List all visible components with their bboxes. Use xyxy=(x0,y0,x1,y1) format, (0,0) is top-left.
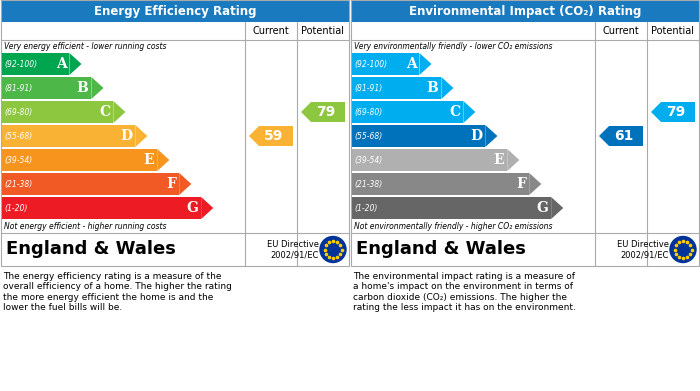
Text: (39-54): (39-54) xyxy=(354,156,382,165)
Text: Very environmentally friendly - lower CO₂ emissions: Very environmentally friendly - lower CO… xyxy=(354,42,552,51)
Text: C: C xyxy=(449,105,461,119)
Polygon shape xyxy=(201,197,214,219)
Text: (69-80): (69-80) xyxy=(4,108,32,117)
Text: EU Directive
2002/91/EC: EU Directive 2002/91/EC xyxy=(617,240,669,259)
Text: The energy efficiency rating is a measure of the
overall efficiency of a home. T: The energy efficiency rating is a measur… xyxy=(3,272,232,312)
Circle shape xyxy=(320,237,346,262)
Bar xyxy=(351,53,419,75)
Bar xyxy=(1,0,349,266)
Text: D: D xyxy=(470,129,482,143)
Text: F: F xyxy=(517,177,526,191)
Text: G: G xyxy=(186,201,198,215)
Text: E: E xyxy=(144,153,154,167)
Bar xyxy=(1,197,201,219)
Bar xyxy=(351,22,699,40)
Text: Potential: Potential xyxy=(302,26,344,36)
Text: A: A xyxy=(406,57,416,71)
Text: EU Directive
2002/91/EC: EU Directive 2002/91/EC xyxy=(267,240,319,259)
Text: (92-100): (92-100) xyxy=(354,59,387,68)
Polygon shape xyxy=(419,53,431,75)
Text: C: C xyxy=(99,105,111,119)
Text: Energy Efficiency Rating: Energy Efficiency Rating xyxy=(94,5,256,18)
Text: B: B xyxy=(426,81,438,95)
Text: England & Wales: England & Wales xyxy=(356,240,526,258)
Bar xyxy=(1,77,92,99)
Text: (55-68): (55-68) xyxy=(4,131,32,140)
Polygon shape xyxy=(135,125,148,147)
Polygon shape xyxy=(69,53,81,75)
Bar xyxy=(1,149,158,171)
Text: (1-20): (1-20) xyxy=(4,203,27,212)
Text: E: E xyxy=(494,153,504,167)
Text: G: G xyxy=(536,201,548,215)
Bar xyxy=(1,101,113,123)
Text: (1-20): (1-20) xyxy=(354,203,377,212)
Text: (81-91): (81-91) xyxy=(354,84,382,93)
Text: England & Wales: England & Wales xyxy=(6,240,176,258)
Text: The environmental impact rating is a measure of
a home's impact on the environme: The environmental impact rating is a mea… xyxy=(353,272,576,312)
Text: (55-68): (55-68) xyxy=(354,131,382,140)
Polygon shape xyxy=(301,102,345,122)
Bar xyxy=(351,77,442,99)
Bar xyxy=(1,22,349,40)
Polygon shape xyxy=(463,101,475,123)
Text: (21-38): (21-38) xyxy=(354,179,382,188)
Text: Current: Current xyxy=(253,26,289,36)
Text: (92-100): (92-100) xyxy=(4,59,37,68)
Polygon shape xyxy=(508,149,519,171)
Circle shape xyxy=(670,237,696,262)
Bar xyxy=(1,0,349,22)
Text: 79: 79 xyxy=(316,105,335,119)
Bar xyxy=(1,125,135,147)
Text: Not environmentally friendly - higher CO₂ emissions: Not environmentally friendly - higher CO… xyxy=(354,222,552,231)
Bar xyxy=(351,125,485,147)
Polygon shape xyxy=(599,126,643,146)
Bar xyxy=(1,173,179,195)
Text: (21-38): (21-38) xyxy=(4,179,32,188)
Text: F: F xyxy=(167,177,176,191)
Text: Current: Current xyxy=(603,26,639,36)
Text: 61: 61 xyxy=(615,129,634,143)
Text: (69-80): (69-80) xyxy=(354,108,382,117)
Bar xyxy=(351,0,699,266)
Polygon shape xyxy=(158,149,169,171)
Text: 79: 79 xyxy=(666,105,685,119)
Bar xyxy=(351,173,529,195)
Text: Potential: Potential xyxy=(652,26,694,36)
Polygon shape xyxy=(113,101,125,123)
Polygon shape xyxy=(651,102,695,122)
Text: 59: 59 xyxy=(265,129,284,143)
Bar xyxy=(351,0,699,22)
Text: (39-54): (39-54) xyxy=(4,156,32,165)
Polygon shape xyxy=(551,197,564,219)
Polygon shape xyxy=(442,77,454,99)
Text: Not energy efficient - higher running costs: Not energy efficient - higher running co… xyxy=(4,222,167,231)
Polygon shape xyxy=(92,77,104,99)
Bar xyxy=(351,197,551,219)
Polygon shape xyxy=(529,173,541,195)
Text: A: A xyxy=(56,57,66,71)
Bar xyxy=(1,53,69,75)
Polygon shape xyxy=(179,173,191,195)
Polygon shape xyxy=(249,126,293,146)
Polygon shape xyxy=(485,125,498,147)
Text: Very energy efficient - lower running costs: Very energy efficient - lower running co… xyxy=(4,42,167,51)
Bar xyxy=(351,149,508,171)
Text: Environmental Impact (CO₂) Rating: Environmental Impact (CO₂) Rating xyxy=(409,5,641,18)
Bar xyxy=(351,101,463,123)
Text: B: B xyxy=(76,81,88,95)
Text: D: D xyxy=(120,129,132,143)
Text: (81-91): (81-91) xyxy=(4,84,32,93)
